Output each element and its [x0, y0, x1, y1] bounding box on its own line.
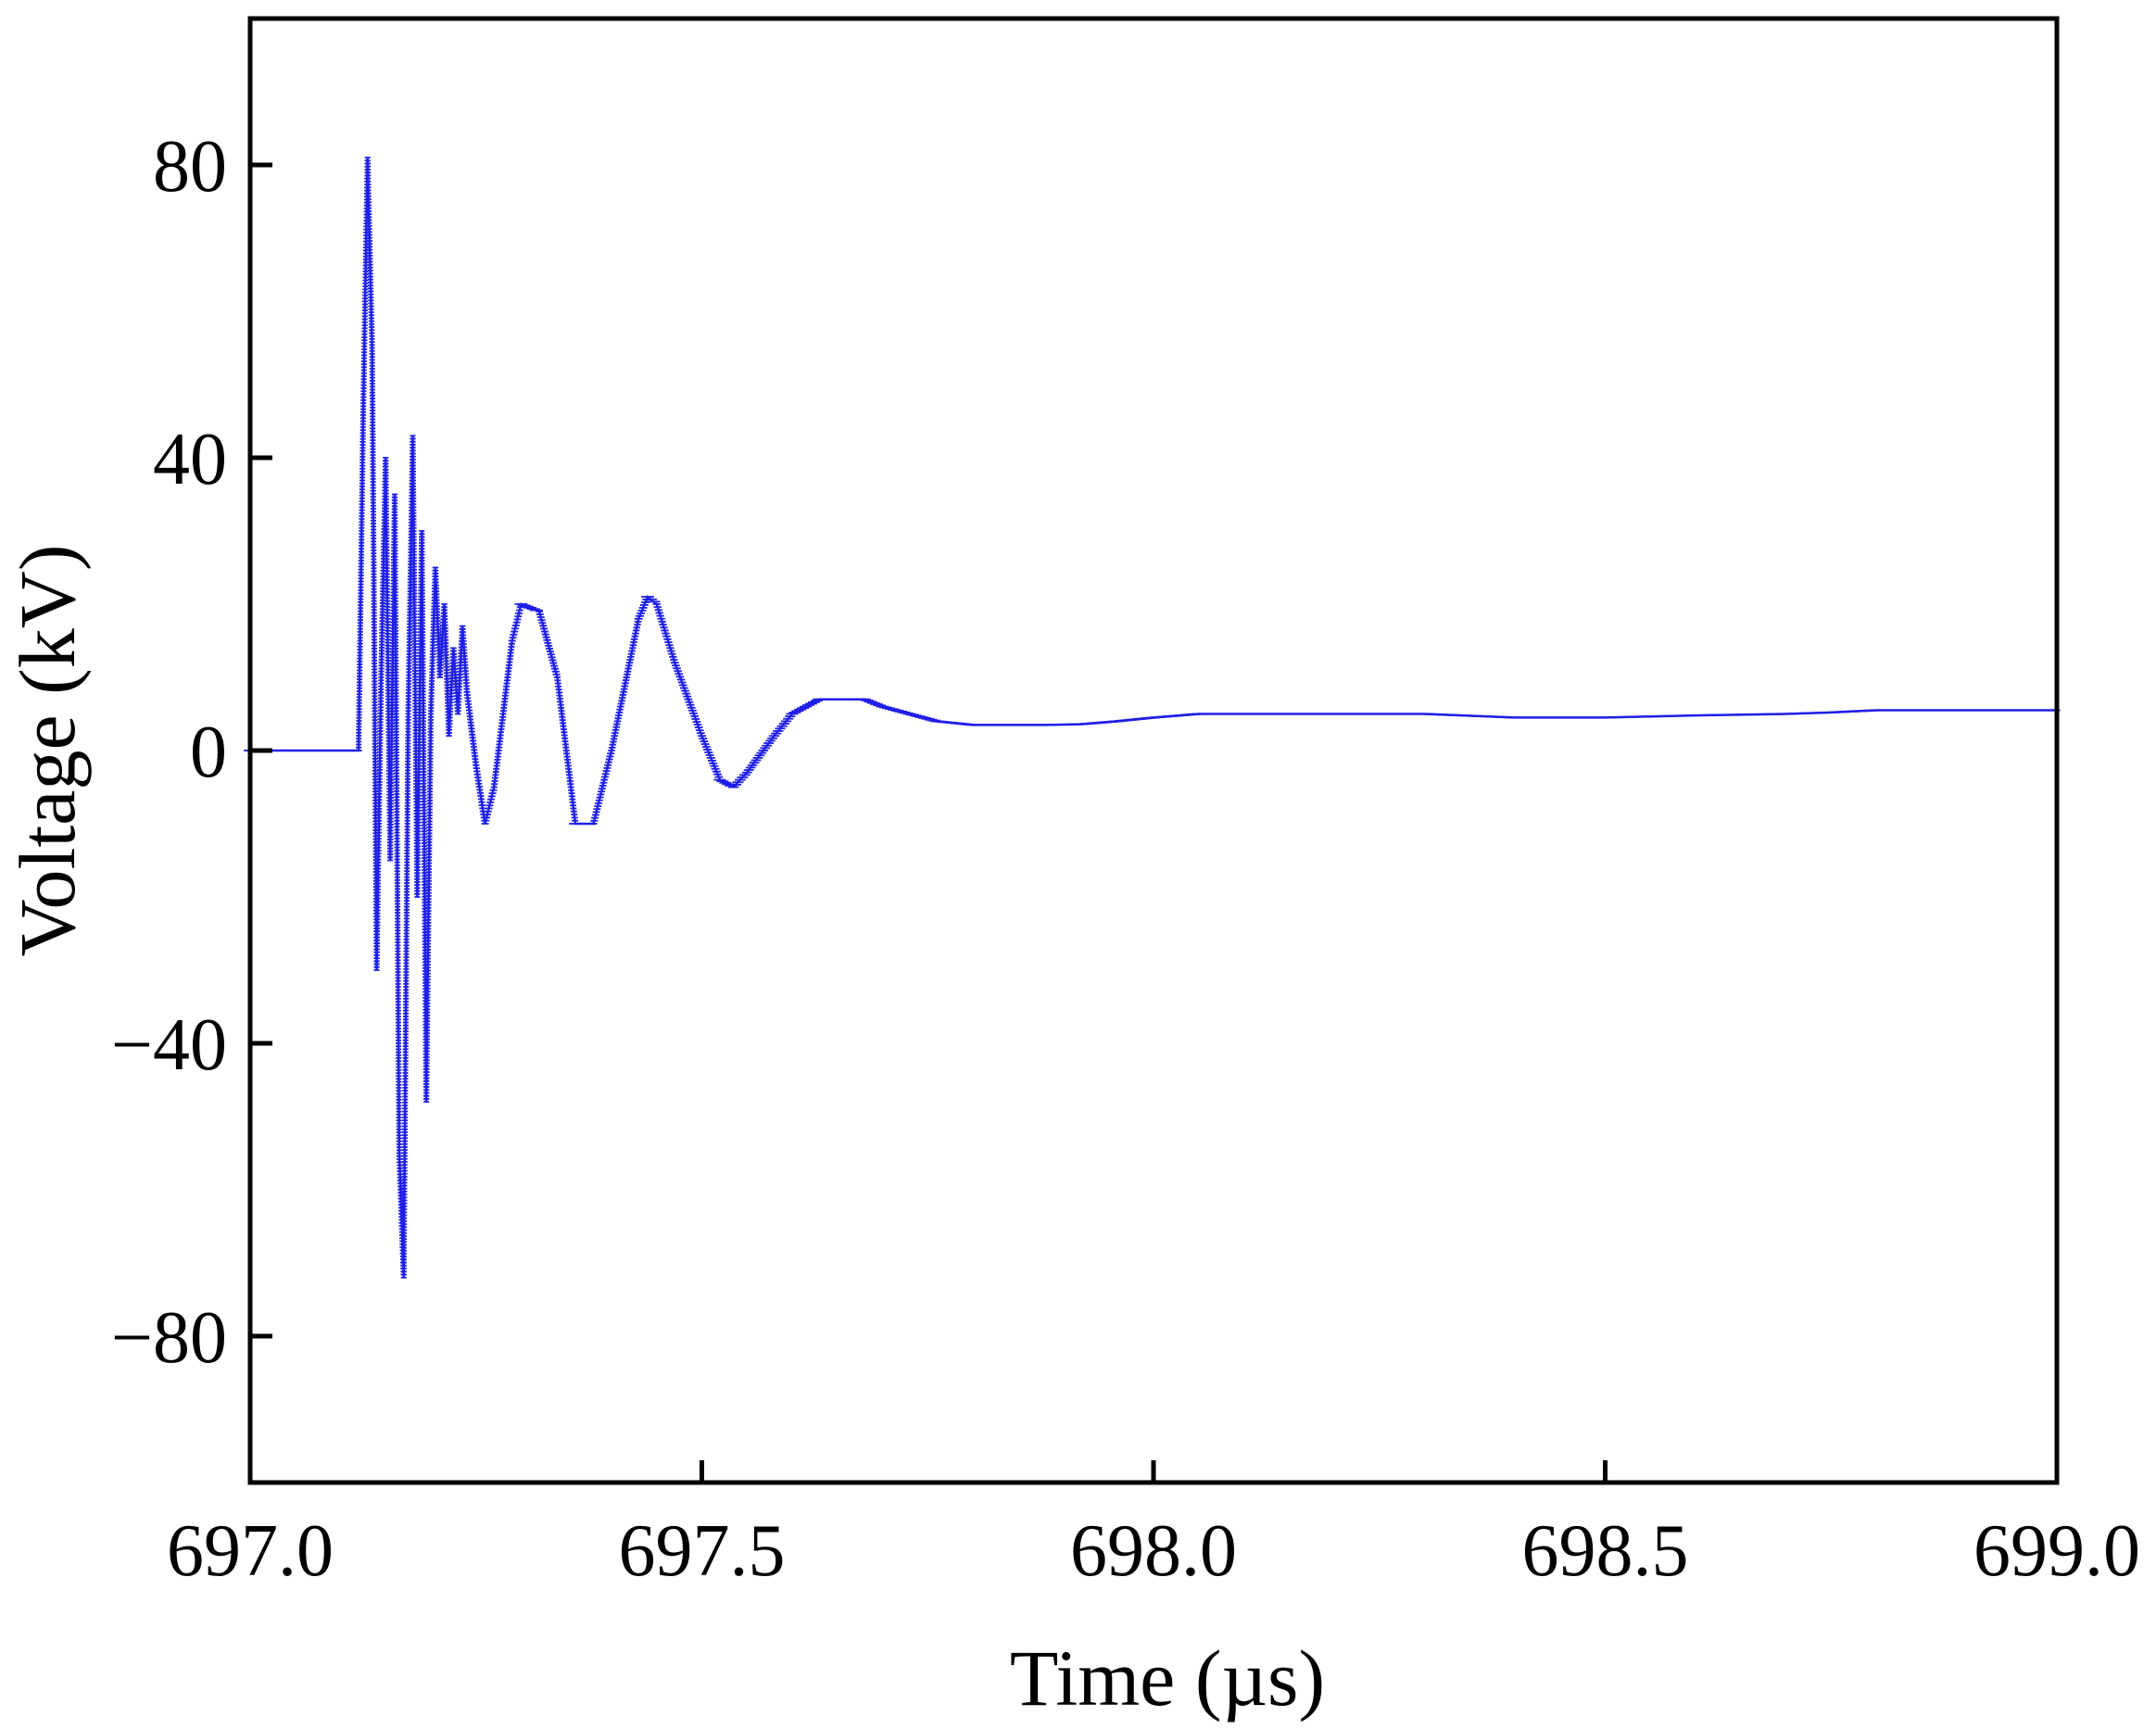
- y-tick-label: 0: [190, 712, 227, 793]
- x-axis-ticks: 697.0 697.5 698.0 698.5 699.0: [167, 1460, 2140, 1592]
- x-tick-label: 698.0: [1070, 1510, 1237, 1592]
- x-tick-label: 699.0: [1973, 1510, 2140, 1592]
- y-tick-label: 40: [153, 419, 227, 500]
- y-axis-ticks: −80 −40 0 40 80: [111, 126, 272, 1379]
- x-tick-label: 697.5: [619, 1510, 786, 1592]
- y-tick-label: −80: [111, 1297, 227, 1379]
- series-line: [250, 158, 2057, 1278]
- series-waveform: [244, 157, 2061, 1279]
- y-tick-label: 80: [153, 126, 227, 208]
- y-tick-label: −40: [111, 1004, 227, 1086]
- x-tick-label: 698.5: [1522, 1510, 1689, 1592]
- plot-frame: [247, 16, 2060, 1485]
- y-axis-title: Voltage (kV): [3, 544, 92, 956]
- x-axis-title: Time (µs): [1010, 1634, 1325, 1723]
- series-layer: [244, 157, 2061, 1279]
- x-tick-label: 697.0: [167, 1510, 334, 1592]
